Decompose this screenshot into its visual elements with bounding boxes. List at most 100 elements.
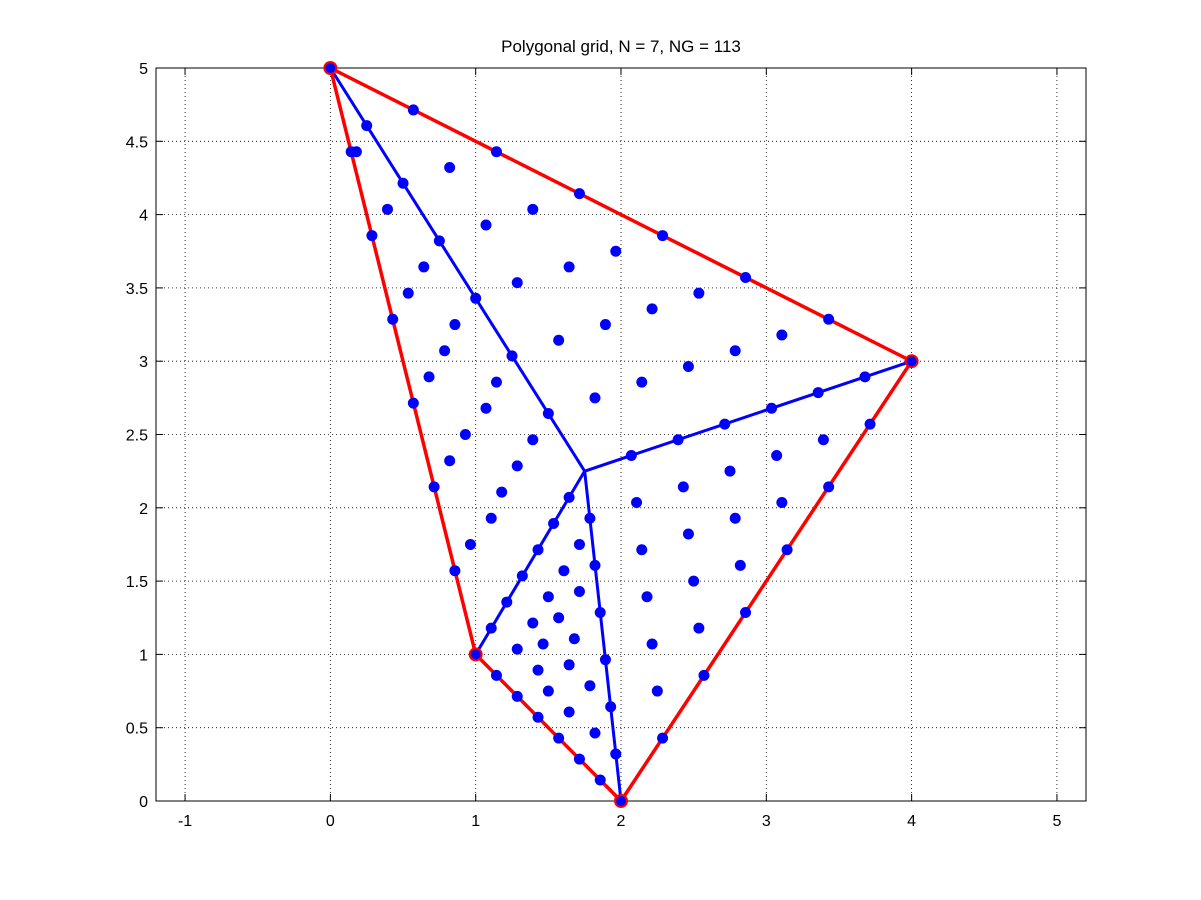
grid-point [823, 313, 835, 325]
grid-point [439, 345, 451, 357]
grid-point [563, 491, 575, 503]
grid-point [631, 497, 643, 509]
axis-tick-labels: -1 0 1 2 3 4 5 0 0.5 1 1.5 2 2.5 3 3.5 4 4.5 5 [126, 61, 1062, 830]
grid-point [407, 104, 419, 116]
y-tick-label: 4 [139, 208, 148, 225]
grid-point [428, 481, 440, 493]
grid-point [646, 638, 658, 650]
grid-point [657, 732, 669, 744]
grid-point [688, 575, 700, 587]
grid-point [433, 235, 445, 247]
y-tick-label: 1.5 [126, 574, 148, 591]
grid-point [407, 397, 419, 409]
grid-point [812, 387, 824, 399]
grid-point [527, 617, 539, 629]
grid-point [594, 606, 606, 618]
grid-point [553, 334, 565, 346]
x-tick-label: 1 [471, 813, 480, 830]
centroid-spoke [329, 67, 586, 472]
grid-point [490, 669, 502, 681]
grid-points [324, 62, 918, 807]
axis-ticks [156, 67, 1086, 802]
polygon-edge [329, 66, 913, 363]
grid-point [527, 434, 539, 446]
grid-point [548, 517, 560, 529]
polygon-edge [619, 360, 914, 802]
grid-point [449, 319, 461, 331]
grid-point [449, 565, 461, 577]
grid-point [532, 544, 544, 556]
polygon-edge [328, 67, 478, 655]
grid-point [771, 449, 783, 461]
grid-point [776, 497, 788, 509]
grid-point [490, 146, 502, 158]
grid-point [636, 376, 648, 388]
grid-point [724, 465, 736, 477]
grid-point [693, 287, 705, 299]
grid-point [350, 146, 362, 158]
y-tick-label: 1 [139, 647, 148, 664]
grid-point [459, 429, 471, 440]
grid-point [485, 512, 497, 524]
grid-point [573, 188, 585, 200]
polygon-vertex [323, 61, 338, 75]
grid-point [501, 596, 513, 608]
grid-point [480, 219, 492, 231]
grid-point [568, 633, 580, 645]
polygon-vertices [323, 61, 919, 808]
grid-point [480, 402, 492, 414]
grid-point [563, 659, 575, 671]
grid-point [444, 162, 456, 174]
grid-point [864, 418, 876, 430]
y-tick-label: 3.5 [126, 281, 148, 298]
grid-point [490, 376, 502, 388]
grid-point [511, 690, 523, 702]
grid-point [719, 418, 731, 430]
grid-point [573, 538, 585, 550]
centroid-spoke [583, 470, 623, 802]
y-tick-label: 4.5 [126, 134, 148, 151]
grid-point [553, 732, 565, 744]
grid-point [496, 486, 508, 498]
grid-point [511, 460, 523, 472]
grid-point [470, 292, 482, 304]
grid-point [584, 680, 596, 692]
y-tick-label: 0 [139, 794, 148, 811]
grid-point [682, 528, 694, 540]
polygon-vertex [614, 794, 628, 808]
grid-point [693, 622, 705, 634]
grid-point [553, 612, 565, 624]
grid-point [729, 512, 741, 524]
grid-point [516, 570, 528, 582]
grid-point [594, 774, 606, 786]
grid-point [387, 313, 399, 325]
grid-point [781, 544, 793, 556]
grid-point [698, 669, 710, 681]
grid-point [573, 586, 585, 598]
grid-point [381, 203, 393, 215]
grid-point [402, 287, 414, 299]
grid-point [542, 591, 554, 603]
grid-point [651, 685, 663, 697]
x-tick-label: 5 [1052, 813, 1061, 830]
grid-point [542, 408, 554, 420]
y-tick-label: 2.5 [126, 428, 148, 445]
grid-point [734, 559, 746, 571]
grid-point [817, 434, 829, 446]
grid-point [641, 591, 653, 603]
grid-point [573, 753, 585, 765]
grid-point [610, 748, 622, 760]
polygon-vertex [468, 647, 483, 662]
grid-point [599, 654, 611, 666]
grid-point [776, 329, 788, 341]
grid-point [361, 120, 373, 132]
grid-point [859, 371, 871, 383]
grid-point [677, 481, 689, 493]
polygon-vertex [904, 354, 919, 369]
grid-point [672, 434, 684, 446]
grid-point [423, 371, 435, 383]
grid-point [527, 203, 539, 215]
grid-point [444, 455, 456, 467]
grid-point [589, 392, 601, 404]
grid-point [511, 277, 523, 289]
